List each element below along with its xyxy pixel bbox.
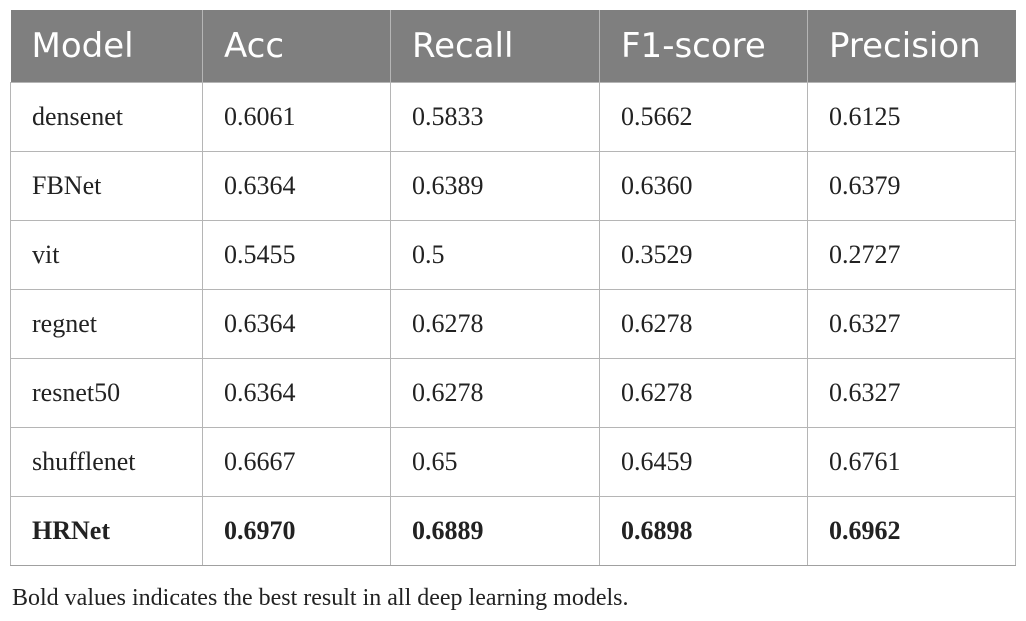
cell-f1-score: 0.6459 <box>599 427 808 497</box>
cell-recall: 0.6278 <box>390 358 600 428</box>
table-footnote: Bold values indicates the best result in… <box>12 585 629 611</box>
model-comparison-table: Model Acc Recall F1-score Precision dens… <box>10 10 1016 566</box>
header-precision: Precision <box>807 10 1016 83</box>
cell-model: FBNet <box>10 151 203 221</box>
cell-acc: 0.6364 <box>202 289 391 359</box>
cell-recall: 0.5 <box>390 220 600 290</box>
cell-recall: 0.65 <box>390 427 600 497</box>
table-row-best: HRNet 0.6970 0.6889 0.6898 0.6962 <box>10 496 1016 566</box>
table-row: FBNet 0.6364 0.6389 0.6360 0.6379 <box>10 151 1016 221</box>
table-row: shufflenet 0.6667 0.65 0.6459 0.6761 <box>10 427 1016 497</box>
header-f1-score: F1-score <box>599 10 808 83</box>
cell-recall: 0.6889 <box>390 496 600 566</box>
cell-f1-score: 0.3529 <box>599 220 808 290</box>
table-body: densenet 0.6061 0.5833 0.5662 0.6125 FBN… <box>10 82 1016 566</box>
cell-f1-score: 0.6278 <box>599 358 808 428</box>
table-row: resnet50 0.6364 0.6278 0.6278 0.6327 <box>10 358 1016 428</box>
cell-precision: 0.6761 <box>807 427 1016 497</box>
table-row: vit 0.5455 0.5 0.3529 0.2727 <box>10 220 1016 290</box>
cell-f1-score: 0.6360 <box>599 151 808 221</box>
table-header: Model Acc Recall F1-score Precision <box>10 10 1016 83</box>
cell-acc: 0.6364 <box>202 358 391 428</box>
cell-model: HRNet <box>10 496 203 566</box>
cell-precision: 0.6962 <box>807 496 1016 566</box>
header-row: Model Acc Recall F1-score Precision <box>10 10 1016 83</box>
cell-precision: 0.6379 <box>807 151 1016 221</box>
cell-acc: 0.6061 <box>202 82 391 152</box>
cell-model: densenet <box>10 82 203 152</box>
cell-recall: 0.6389 <box>390 151 600 221</box>
cell-precision: 0.6327 <box>807 358 1016 428</box>
cell-f1-score: 0.5662 <box>599 82 808 152</box>
table-row: densenet 0.6061 0.5833 0.5662 0.6125 <box>10 82 1016 152</box>
cell-precision: 0.6327 <box>807 289 1016 359</box>
table-row: regnet 0.6364 0.6278 0.6278 0.6327 <box>10 289 1016 359</box>
cell-precision: 0.6125 <box>807 82 1016 152</box>
cell-acc: 0.6667 <box>202 427 391 497</box>
cell-model: shufflenet <box>10 427 203 497</box>
cell-acc: 0.6970 <box>202 496 391 566</box>
cell-model: regnet <box>10 289 203 359</box>
cell-acc: 0.6364 <box>202 151 391 221</box>
header-recall: Recall <box>390 10 600 83</box>
cell-model: resnet50 <box>10 358 203 428</box>
cell-f1-score: 0.6278 <box>599 289 808 359</box>
results-table-container: Model Acc Recall F1-score Precision dens… <box>10 10 1016 566</box>
cell-recall: 0.5833 <box>390 82 600 152</box>
cell-f1-score: 0.6898 <box>599 496 808 566</box>
header-acc: Acc <box>202 10 391 83</box>
cell-acc: 0.5455 <box>202 220 391 290</box>
cell-precision: 0.2727 <box>807 220 1016 290</box>
cell-model: vit <box>10 220 203 290</box>
header-model: Model <box>10 10 203 83</box>
cell-recall: 0.6278 <box>390 289 600 359</box>
